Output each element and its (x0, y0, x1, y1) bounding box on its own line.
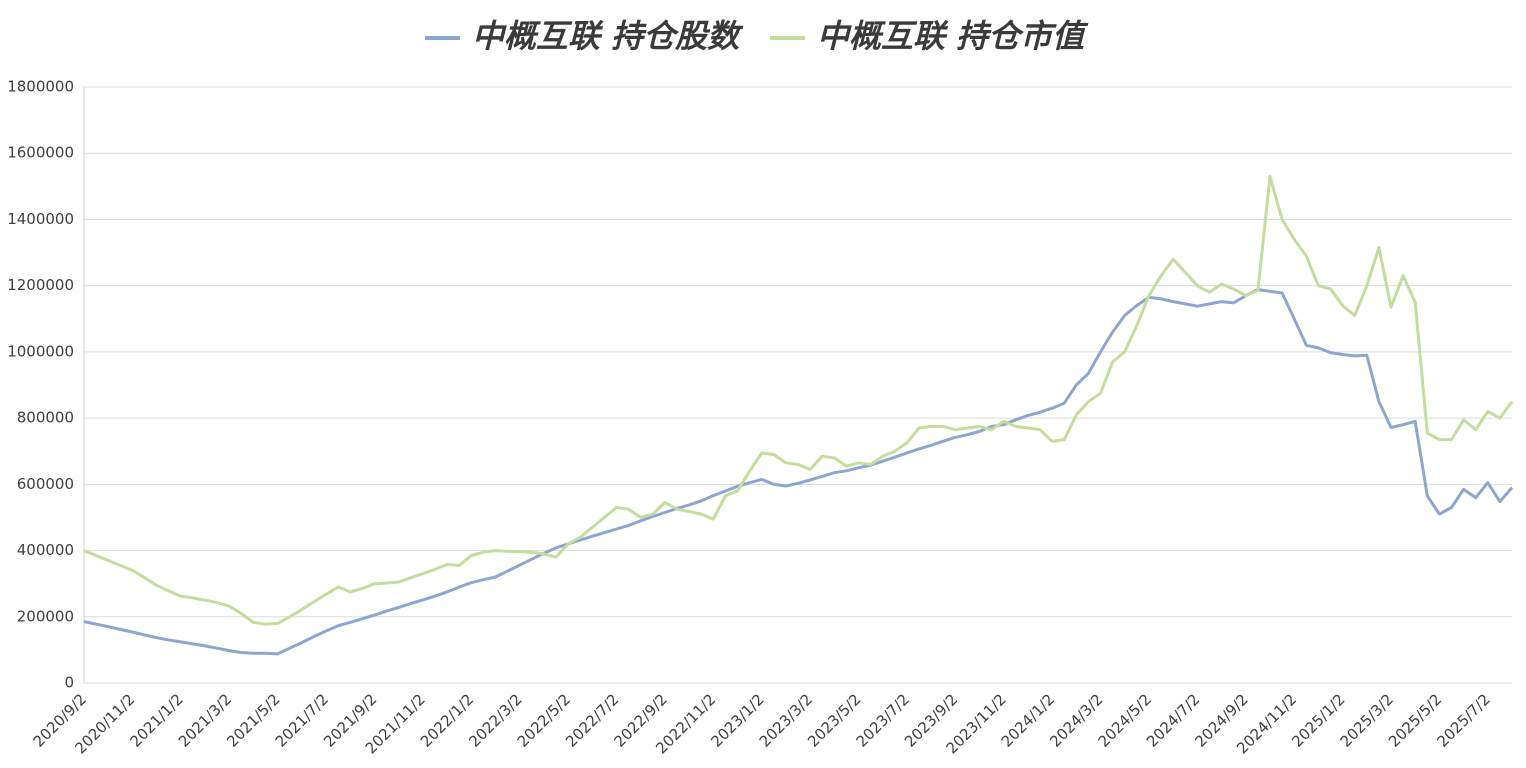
y-tick-label: 800000 (17, 409, 74, 427)
series-line (83, 174, 1514, 626)
legend-text: 中概互联 持仓市值 (817, 17, 1089, 55)
x-tick-label: 2025/7/2 (1433, 690, 1493, 750)
legend-text: 中概互联 持仓股数 (472, 17, 744, 55)
y-tick-label: 0 (64, 674, 74, 692)
y-tick-label: 600000 (17, 475, 74, 493)
y-tick-label: 400000 (17, 541, 74, 559)
y-tick-label: 1400000 (7, 210, 74, 228)
y-tick-label: 1000000 (7, 342, 74, 360)
series-line (83, 288, 1514, 656)
y-tick-label: 1200000 (7, 276, 74, 294)
y-tick-label: 1600000 (7, 144, 74, 162)
y-tick-label: 200000 (17, 607, 74, 625)
y-tick-label: 1800000 (7, 78, 74, 96)
